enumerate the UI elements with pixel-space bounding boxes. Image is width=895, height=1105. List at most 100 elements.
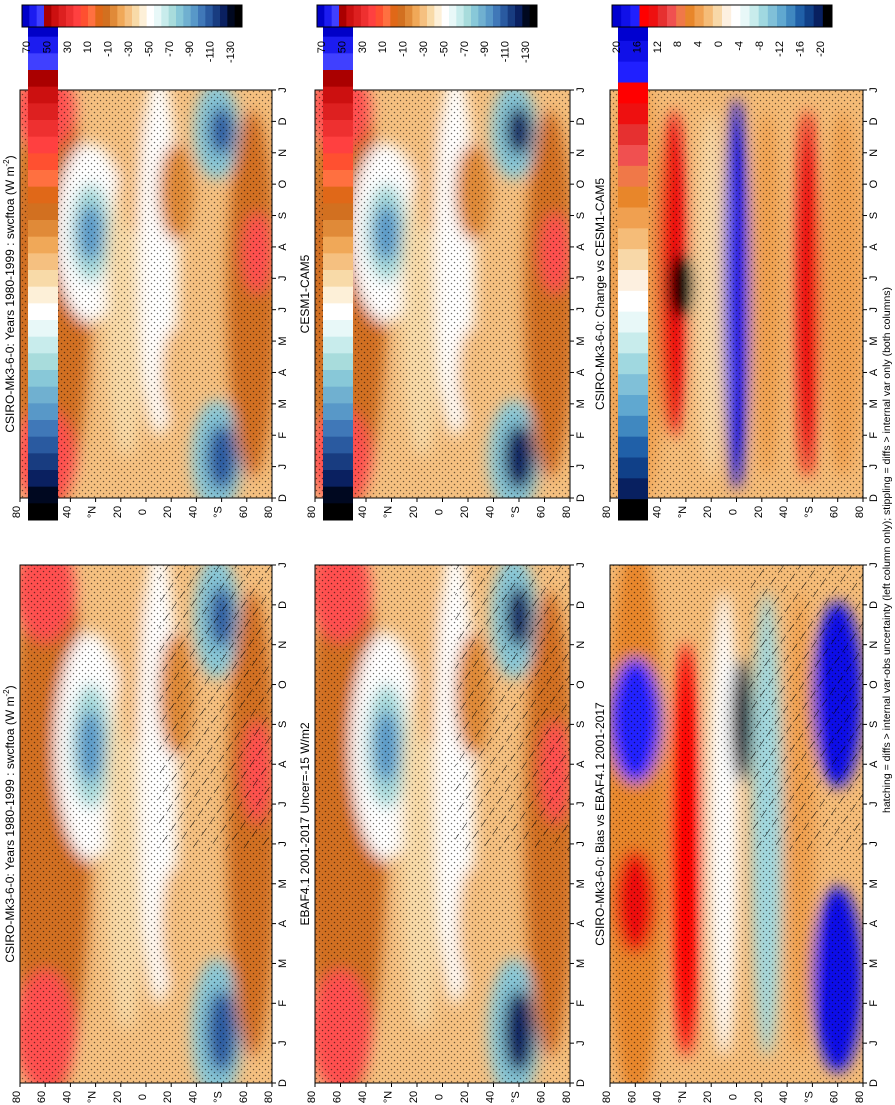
colorbar-cell — [639, 5, 650, 27]
lat-label: 80 — [854, 1091, 866, 1103]
month-label: J — [575, 801, 587, 807]
colorbar-cell — [66, 5, 74, 27]
lat-label: 0 — [728, 509, 740, 515]
month-label: A — [277, 243, 289, 251]
month-label: A — [575, 760, 587, 768]
month-label: M — [277, 879, 289, 888]
colorbar-swatch — [323, 420, 353, 438]
month-label: M — [868, 959, 880, 968]
panel-title-end: ) — [3, 155, 17, 159]
lat-label: 40 — [778, 1091, 790, 1103]
colorbar-cell — [694, 5, 705, 27]
month-label: A — [277, 760, 289, 768]
colorbar-swatch — [323, 36, 353, 54]
colorbar-mr — [323, 20, 353, 521]
colorbar-swatch — [618, 332, 648, 354]
month-label: N — [277, 641, 289, 649]
lat-label: °N — [677, 1091, 689, 1103]
month-label: F — [575, 432, 587, 439]
month-label: O — [868, 680, 880, 689]
colorbar-cell — [110, 5, 118, 27]
colorbar-swatch — [323, 86, 353, 104]
panel-title-text: CSIRO-Mk3-6-0: Years 1980-1999 : swcftoa… — [3, 697, 17, 963]
colorbar-cell — [456, 5, 465, 27]
colorbar-swatch — [618, 415, 648, 438]
colorbar-cell — [795, 5, 805, 27]
colorbar-swatch — [323, 203, 353, 221]
month-label: J — [277, 307, 289, 313]
colorbar-cell — [183, 5, 192, 27]
lat-label: 0 — [137, 509, 149, 515]
month-label: J — [868, 87, 880, 93]
colorbar-swatch — [28, 370, 58, 388]
lat-label: 20 — [753, 506, 765, 518]
lat-label: 20 — [753, 1091, 765, 1103]
month-label: A — [868, 243, 880, 251]
colorbar-swatch — [618, 103, 648, 125]
stippling — [315, 90, 570, 498]
colorbar-swatch — [28, 336, 58, 354]
colorbar-cell — [80, 5, 89, 27]
month-label: A — [868, 368, 880, 376]
colorbar-swatch — [323, 270, 353, 288]
panel-title: EBAF4.1 2001-2017 Uncer=-15 W/m2 — [298, 722, 312, 925]
month-label: J — [277, 562, 289, 568]
month-label: N — [575, 641, 587, 649]
colorbar-cell — [813, 5, 824, 27]
month-label: J — [277, 87, 289, 93]
colorbar-swatch — [618, 145, 648, 167]
month-label: N — [868, 149, 880, 157]
colorbar-cell — [22, 5, 30, 27]
colorbar-swatch — [323, 370, 353, 388]
colorbar-label: 16 — [631, 41, 643, 53]
month-label: A — [575, 243, 587, 251]
colorbar-label: -130 — [520, 41, 532, 63]
colorbar-cell — [740, 5, 750, 27]
colorbar-swatch — [323, 453, 353, 471]
colorbar-cell — [427, 5, 435, 27]
lat-label: 60 — [536, 506, 548, 518]
colorbar-label: -30 — [418, 41, 430, 57]
panel-title-text: CESM1-CAM5 — [298, 254, 312, 333]
lat-label: 80 — [601, 1091, 613, 1103]
colorbar-swatch — [323, 320, 353, 338]
colorbar-swatch — [618, 499, 648, 521]
colorbar-swatch — [323, 353, 353, 371]
colorbar-cell — [434, 5, 443, 27]
panel-title: CSIRO-Mk3-6-0: Change vs CESM1-CAM5 — [593, 178, 607, 410]
colorbar-swatch — [28, 36, 58, 54]
colorbar-swatch — [28, 303, 58, 321]
month-label: J — [277, 841, 289, 847]
month-label: N — [575, 149, 587, 157]
colorbar-cell — [749, 5, 760, 27]
colorbar-swatch — [28, 270, 58, 288]
colorbar-swatch — [323, 403, 353, 421]
lat-label: °N — [677, 506, 689, 518]
colorbar-swatch — [28, 503, 58, 521]
colorbar-swatch — [618, 165, 648, 188]
colorbar-cell — [361, 5, 369, 27]
colorbar-cell — [161, 5, 170, 27]
colorbar-swatch — [323, 136, 353, 154]
month-label: J — [868, 276, 880, 282]
month-label: D — [868, 494, 880, 502]
colorbar-swatch — [28, 186, 58, 204]
panel-title: CESM1-CAM5 — [298, 254, 312, 333]
colorbar-label: -50 — [438, 41, 450, 57]
month-label: A — [575, 919, 587, 927]
colorbar-swatch — [28, 253, 58, 271]
panel-title-text: CSIRO-Mk3-6-0: Years 1980-1999 : swcftoa… — [3, 167, 17, 433]
lat-label: 40 — [485, 1091, 497, 1103]
colorbar-cell — [88, 5, 96, 27]
month-label: M — [277, 959, 289, 968]
panel-title-end: ) — [3, 685, 17, 689]
month-label: J — [868, 801, 880, 807]
month-label: J — [277, 464, 289, 470]
colorbar-cell — [412, 5, 421, 27]
lat-label: °N — [87, 506, 99, 518]
lat-label: 80 — [561, 1091, 573, 1103]
colorbar-row-1: 70 50 30 10 -10 -30 -50 -70 -90 -110 -130 — [316, 4, 538, 63]
month-label: F — [277, 1000, 289, 1007]
colorbar-swatch — [28, 220, 58, 238]
